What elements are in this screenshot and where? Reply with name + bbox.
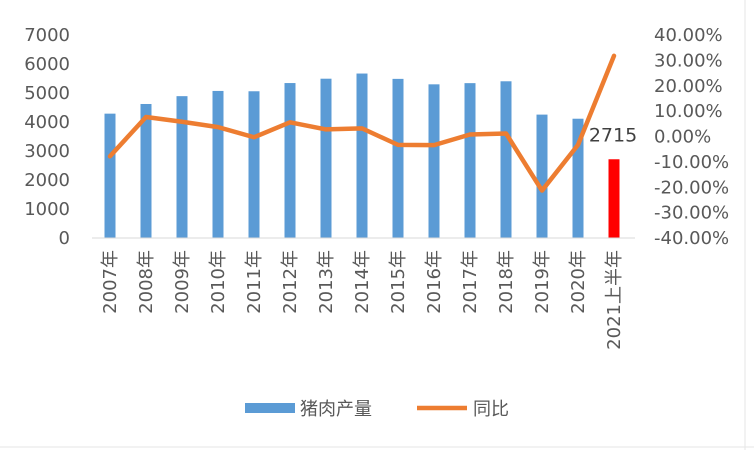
- x-tick-label: 2020年: [568, 250, 589, 314]
- bar: [284, 83, 296, 238]
- left-tick-label: 0: [59, 228, 70, 249]
- line-series: [107, 53, 617, 193]
- line-path: [107, 53, 617, 193]
- right-tick-label: -20.00%: [654, 177, 729, 198]
- bar: [176, 96, 188, 238]
- x-tick-label: 2014年: [352, 250, 373, 314]
- bar: [320, 78, 332, 238]
- right-tick-label: 40.00%: [654, 25, 723, 46]
- left-tick-label: 3000: [24, 141, 70, 162]
- x-tick-label: 2019年: [532, 250, 553, 314]
- left-tick-label: 2000: [24, 170, 70, 191]
- left-tick-label: 4000: [24, 112, 70, 133]
- bar: [356, 73, 368, 238]
- bar: [500, 81, 512, 238]
- left-tick-label: 6000: [24, 54, 70, 75]
- left-tick-label: 5000: [24, 83, 70, 104]
- right-tick-label: 0.00%: [654, 127, 711, 148]
- bar: [248, 91, 260, 238]
- x-tick-label: 2017年: [460, 250, 481, 314]
- right-tick-label: -30.00%: [654, 203, 729, 224]
- bar: [428, 84, 440, 238]
- data-labels: 2715: [589, 124, 637, 146]
- left-tick-label: 7000: [24, 25, 70, 46]
- x-tick-label: 2021上半年: [604, 250, 625, 350]
- bar-series: [104, 73, 620, 238]
- legend: 猪肉产量 同比: [245, 399, 509, 420]
- right-tick-label: -10.00%: [654, 152, 729, 173]
- x-tick-label: 2007年: [100, 250, 121, 314]
- right-tick-label: 20.00%: [654, 76, 723, 97]
- x-tick-label: 2013年: [316, 250, 337, 314]
- x-tick-label: 2016年: [424, 250, 445, 314]
- right-axis: -40.00% -30.00% -20.00% -10.00% 0.00% 10.00% 2…: [654, 25, 729, 249]
- bar: [140, 103, 152, 238]
- bar: [536, 114, 548, 238]
- x-tick-label: 2018年: [496, 250, 517, 314]
- left-axis: 0 1000 2000 3000 4000 5000 6000 7000: [24, 25, 70, 249]
- bar: [212, 90, 224, 238]
- bar: [104, 113, 116, 238]
- x-tick-label: 2009年: [172, 250, 193, 314]
- left-tick-label: 1000: [24, 199, 70, 220]
- bar: [464, 83, 476, 238]
- right-tick-label: 10.00%: [654, 101, 723, 122]
- bar: [608, 159, 620, 238]
- x-tick-label: 2010年: [208, 250, 229, 314]
- legend-swatch-bar: [245, 403, 295, 413]
- legend-label-bar: 猪肉产量: [300, 399, 372, 420]
- x-tick-label: 2012年: [280, 250, 301, 314]
- x-tick-label: 2011年: [244, 250, 265, 314]
- x-tick-label: 2015年: [388, 250, 409, 314]
- x-tick-label: 2008年: [136, 250, 157, 314]
- right-tick-label: -40.00%: [654, 228, 729, 249]
- bar: [392, 78, 404, 238]
- bar: [572, 118, 584, 238]
- legend-label-line: 同比: [473, 399, 509, 420]
- bar-data-label: 2715: [589, 124, 637, 146]
- right-tick-label: 30.00%: [654, 50, 723, 71]
- x-axis: 2007年 2008年 2009年 2010年 2011年 2012年 2013年 2014年…: [92, 237, 635, 350]
